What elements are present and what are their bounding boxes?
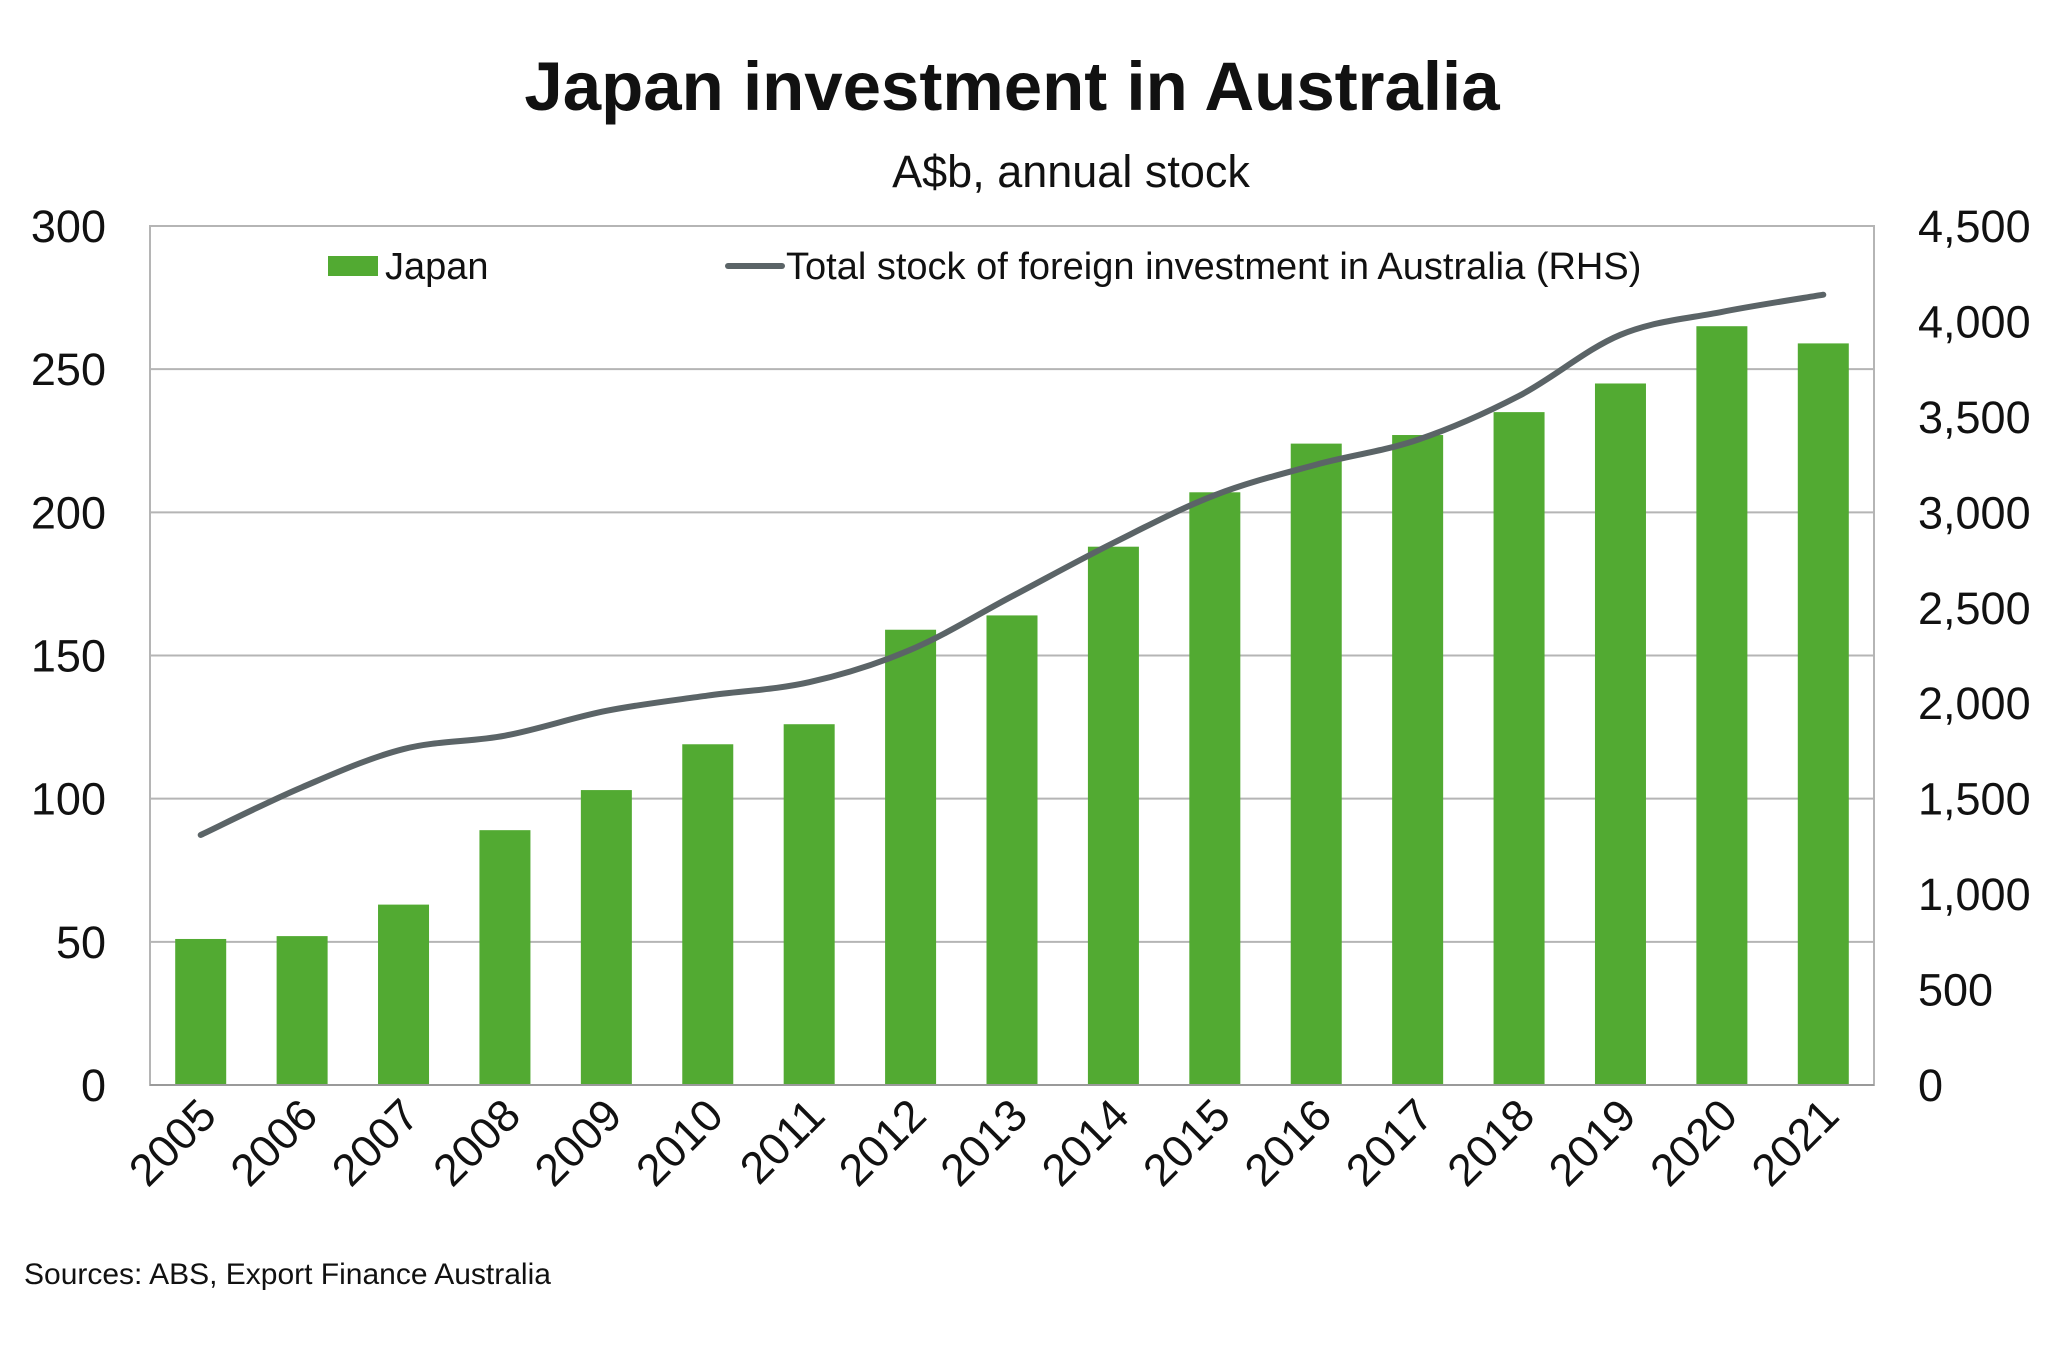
right-axis-tick-label: 500 <box>1918 965 1993 1016</box>
right-axis-tick-label: 3,000 <box>1918 487 2031 538</box>
bar-japan-2013 <box>986 615 1038 1085</box>
left-axis-tick-label: 200 <box>31 487 106 538</box>
x-axis-tick-label: 2012 <box>829 1089 936 1196</box>
left-axis-ticks: 0 50 100 150 200 250 300 <box>31 201 106 1111</box>
right-axis-tick-label: 2,500 <box>1918 583 2031 634</box>
x-axis-tick-label: 2018 <box>1437 1089 1544 1196</box>
bar-japan-2015 <box>1189 492 1241 1085</box>
bar-japan-2017 <box>1392 435 1444 1086</box>
bar-japan-2008 <box>479 830 531 1085</box>
left-axis-tick-label: 300 <box>31 201 106 252</box>
x-axis-tick-label: 2005 <box>119 1089 226 1196</box>
x-axis-tick-label: 2009 <box>525 1089 632 1196</box>
bar-japan-2007 <box>378 904 430 1085</box>
left-axis-tick-label: 150 <box>31 631 106 682</box>
x-axis-tick-label: 2017 <box>1336 1089 1443 1196</box>
right-axis-tick-label: 1,000 <box>1918 869 2031 920</box>
bar-japan-2010 <box>682 744 734 1085</box>
bar-japan-2020 <box>1696 326 1748 1085</box>
x-axis-tick-label: 2021 <box>1742 1089 1849 1196</box>
left-axis-tick-label: 100 <box>31 774 106 825</box>
bar-japan-2016 <box>1290 443 1342 1085</box>
right-axis-ticks: 0 500 1,000 1,500 2,000 2,500 3,000 3,500 4,000 4… <box>1918 201 2031 1111</box>
chart-title: Japan investment in Australia <box>524 48 1500 125</box>
x-axis-tick-label: 2010 <box>626 1089 733 1196</box>
bar-japan-2014 <box>1087 546 1139 1085</box>
legend-label-japan: Japan <box>385 246 489 288</box>
legend: Japan Total stock of foreign investment … <box>328 246 1641 288</box>
right-axis-tick-label: 1,500 <box>1918 774 2031 825</box>
x-axis-tick-label: 2011 <box>730 1089 834 1193</box>
bar-series-japan <box>175 326 1849 1086</box>
x-axis-tick-label: 2006 <box>220 1089 327 1196</box>
right-axis-tick-label: 4,500 <box>1918 201 2031 252</box>
legend-label-total-stock: Total stock of foreign investment in Aus… <box>786 246 1641 288</box>
x-axis-tick-label: 2019 <box>1539 1089 1646 1196</box>
bar-japan-2021 <box>1797 343 1849 1085</box>
x-axis-tick-label: 2016 <box>1234 1089 1341 1196</box>
right-axis-tick-label: 4,000 <box>1918 296 2031 347</box>
bar-japan-2009 <box>580 790 632 1085</box>
right-axis-tick-label: 0 <box>1918 1060 1943 1111</box>
line-series-total-stock <box>197 291 1827 838</box>
right-axis-tick-label: 2,000 <box>1918 678 2031 729</box>
bar-japan-2018 <box>1493 412 1545 1085</box>
source-note: Sources: ABS, Export Finance Australia <box>24 1258 551 1291</box>
right-axis-tick-label: 3,500 <box>1918 392 2031 443</box>
x-axis-tick-label: 2008 <box>423 1089 530 1196</box>
left-axis-tick-label: 250 <box>31 344 106 395</box>
legend-swatch-japan <box>328 256 378 276</box>
x-axis-tick-label: 2014 <box>1032 1089 1139 1196</box>
x-axis-tick-label: 2013 <box>930 1089 1037 1196</box>
bar-japan-2006 <box>276 936 328 1085</box>
x-axis-tick-label: 2015 <box>1133 1089 1240 1196</box>
x-axis-ticks: 2005200620072008200920102011201220132014… <box>119 1089 1848 1196</box>
bar-japan-2012 <box>885 629 937 1085</box>
chart-subtitle: A$b, annual stock <box>892 146 1250 197</box>
bar-japan-2011 <box>783 724 835 1085</box>
left-axis-tick-label: 0 <box>81 1060 106 1111</box>
x-axis-tick-label: 2007 <box>322 1089 429 1196</box>
bar-japan-2019 <box>1594 383 1646 1085</box>
left-axis-tick-label: 50 <box>56 917 106 968</box>
x-axis-tick-label: 2020 <box>1640 1089 1747 1196</box>
bar-japan-2005 <box>175 938 227 1085</box>
